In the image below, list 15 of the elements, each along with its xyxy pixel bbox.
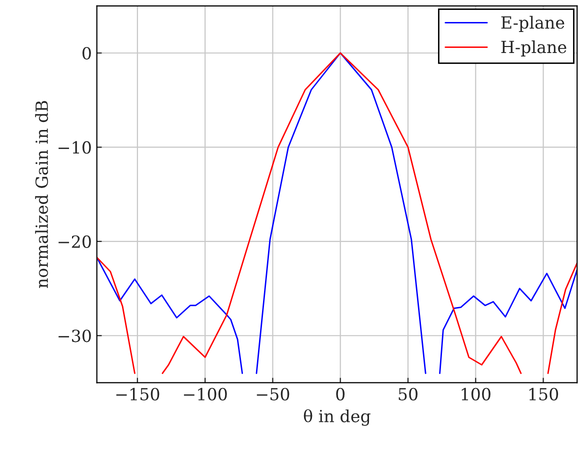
x-axis-title: θ in deg: [304, 409, 370, 426]
x-tick-label: −150: [116, 388, 160, 400]
x-tick-label: 100: [462, 388, 490, 400]
y-tick-label: −10: [58, 141, 91, 154]
x-tick-label: −50: [256, 388, 290, 400]
y-tick-label: −20: [58, 235, 91, 248]
y-tick-label: −30: [58, 330, 91, 342]
legend-label: H-plane: [501, 40, 566, 56]
y-axis-title: normalized Gain in dB: [35, 101, 48, 288]
legend-label: E-plane: [501, 16, 564, 32]
x-tick-label: 0: [336, 388, 345, 400]
y-tick-label: 0: [82, 46, 91, 60]
x-tick-label: 150: [529, 388, 558, 400]
x-tick-label: −100: [184, 388, 227, 400]
x-tick-label: 50: [398, 388, 418, 400]
